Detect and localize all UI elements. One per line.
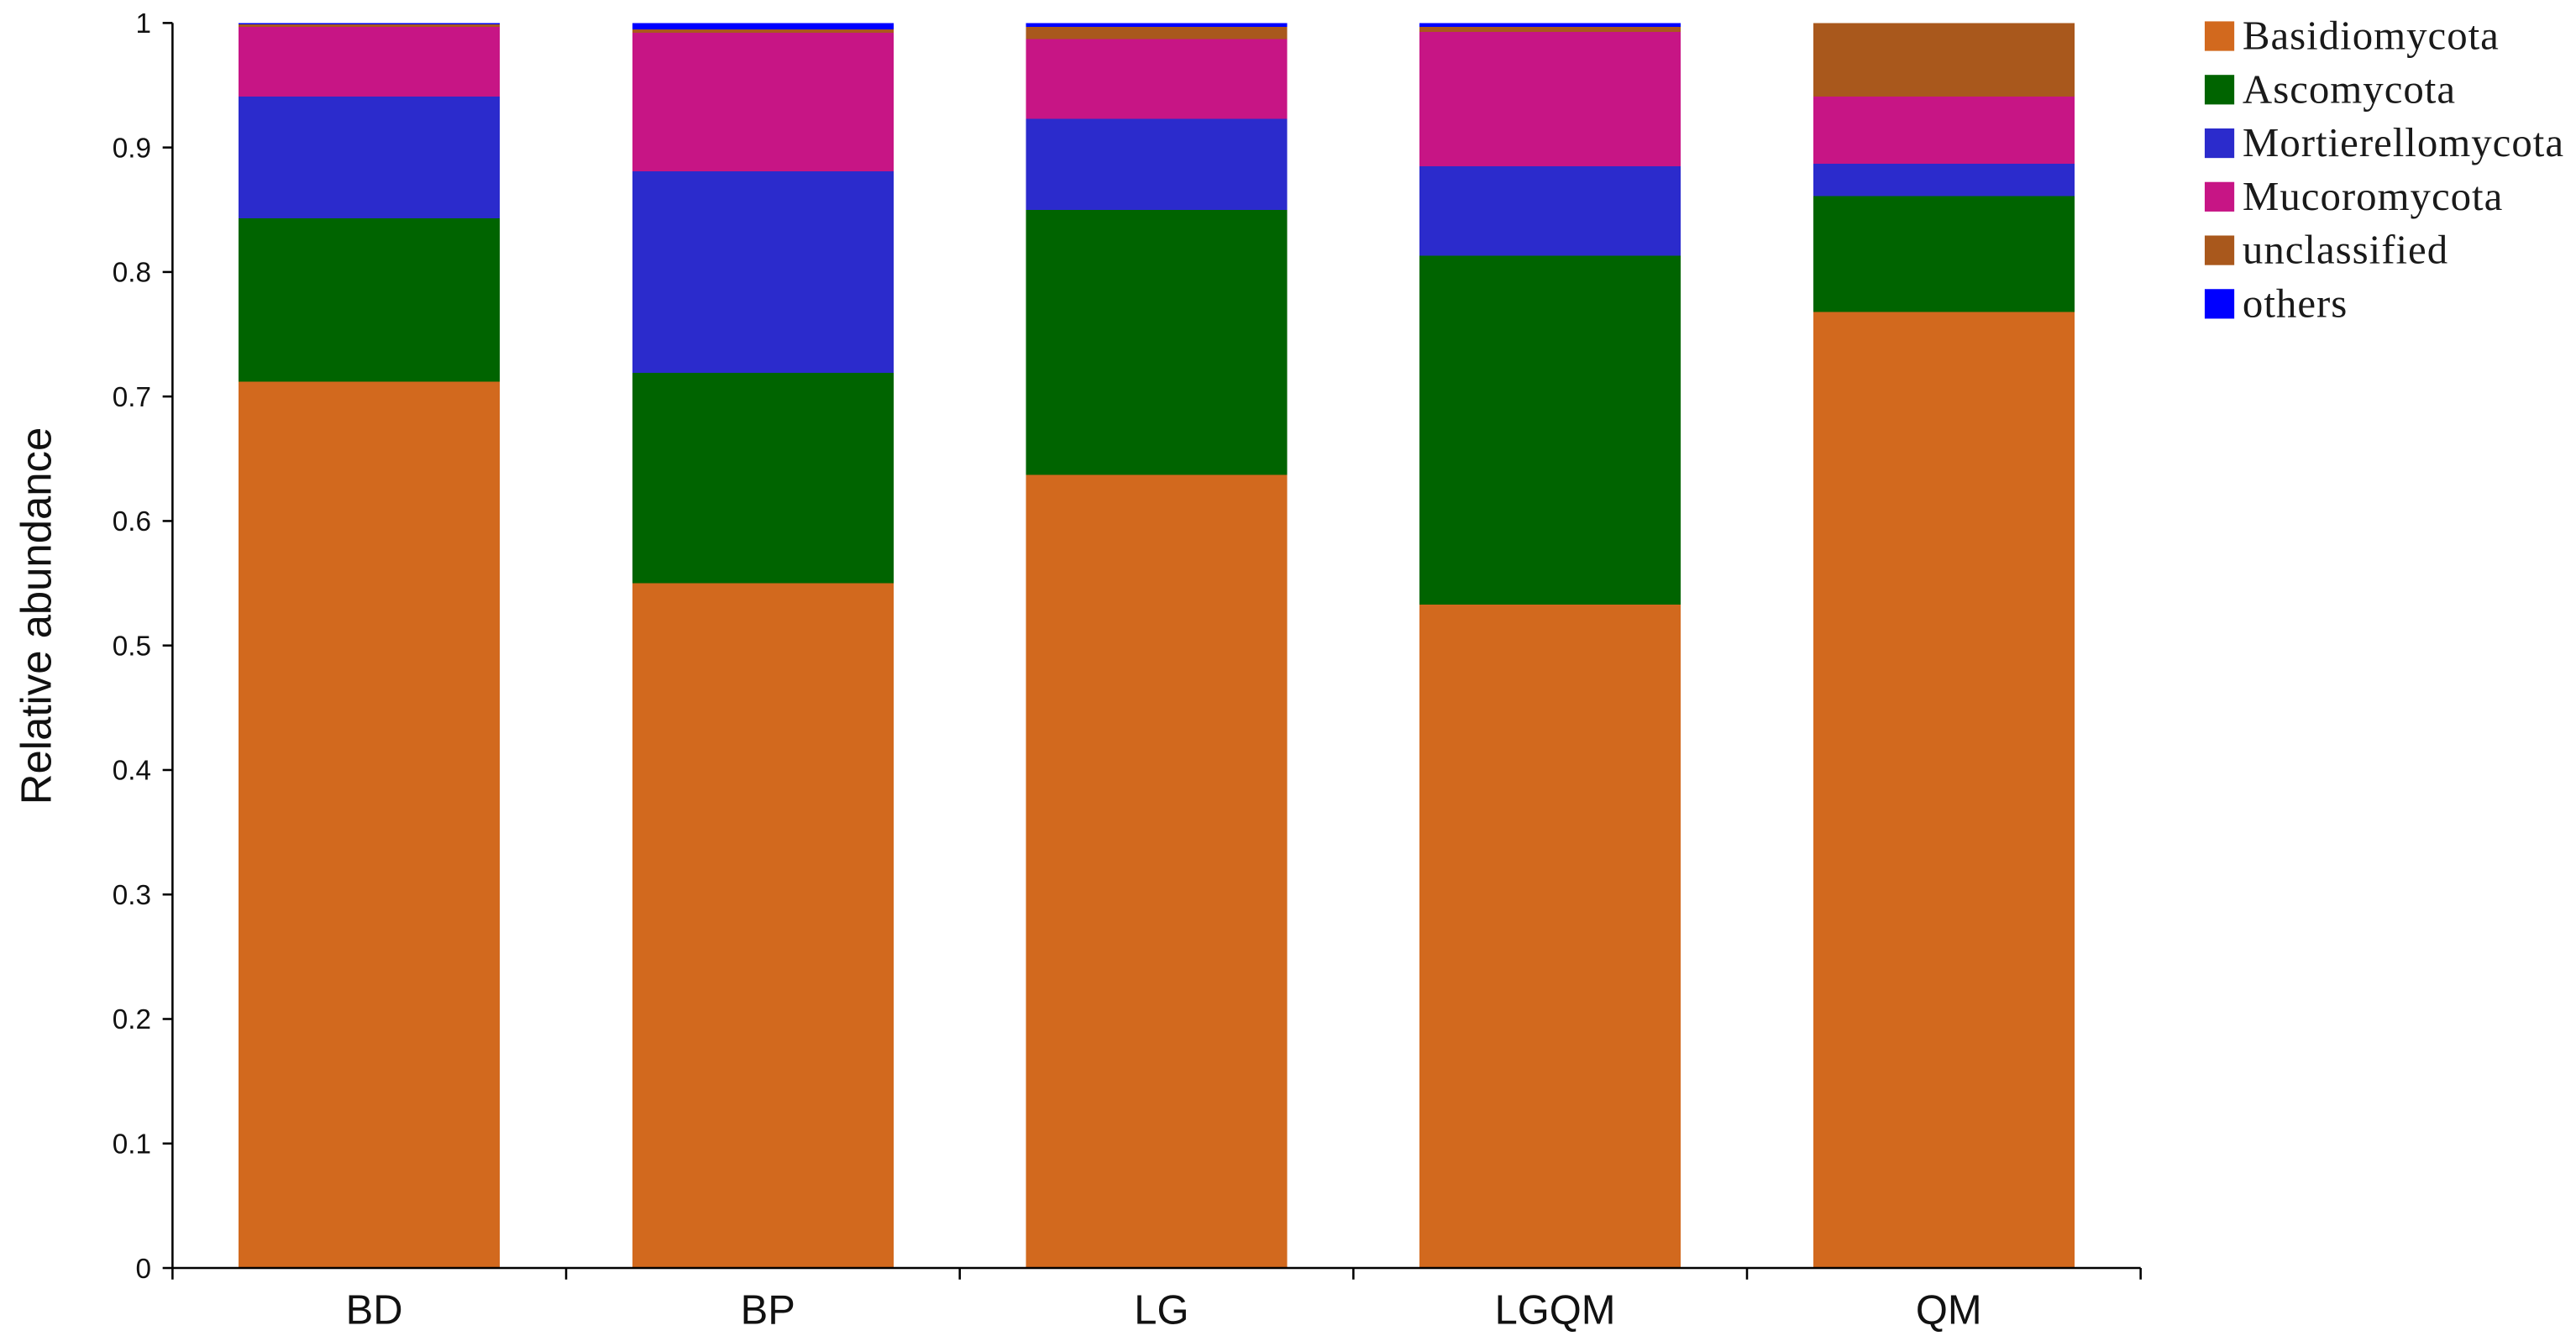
bar-stack-lg — [1026, 23, 1288, 1269]
bar-segment-qm-unclassified — [1813, 23, 2075, 97]
y-tick-label: 0.6 — [113, 506, 151, 537]
bar-segment-qm-basidiomycota — [1813, 312, 2075, 1269]
legend-item-others: others — [2204, 280, 2348, 327]
bar-segment-lg-mucoromycota — [1026, 39, 1288, 119]
bar-segment-lgqm-unclassified — [1419, 26, 1681, 32]
y-tick-label: 0.2 — [113, 1004, 151, 1035]
bar-segment-bp-mortierellomycota — [632, 170, 894, 374]
bar-segment-qm-ascomycota — [1813, 196, 2075, 312]
legend-swatch-mucoromycota — [2204, 181, 2235, 212]
y-tick-label: 0.7 — [113, 382, 151, 413]
y-tick-label: 0.3 — [113, 880, 151, 911]
bar-stack-lgqm — [1419, 23, 1681, 1269]
y-tick-label: 1 — [135, 8, 151, 39]
y-tick-label: 0 — [135, 1254, 151, 1285]
legend-label: unclassified — [2243, 227, 2448, 273]
bar-segment-bp-mucoromycota — [632, 33, 894, 171]
bar-segment-bd-basidiomycota — [239, 381, 501, 1269]
bar-segment-bd-mucoromycota — [239, 26, 501, 97]
legend-item-mucoromycota: Mucoromycota — [2204, 173, 2503, 219]
bar-segment-bp-unclassified — [632, 29, 894, 34]
bar-segment-lgqm-others — [1419, 23, 1681, 27]
bar-segment-bd-mortierellomycota — [239, 96, 501, 219]
bar-segment-lg-mortierellomycota — [1026, 118, 1288, 210]
legend: Basidiomycota Ascomycota Mortierellomycota… — [2204, 13, 2564, 327]
legend-item-mortierellomycota: Mortierellomycota — [2204, 119, 2564, 165]
bar-segment-bp-basidiomycota — [632, 583, 894, 1269]
bar-stack-qm — [1813, 23, 2075, 1269]
legend-swatch-mortierellomycota — [2204, 128, 2235, 159]
bar-segment-bd-others — [239, 23, 501, 24]
legend-swatch-unclassified — [2204, 235, 2235, 265]
legend-item-ascomycota: Ascomycota — [2204, 65, 2456, 112]
bar-segment-bp-others — [632, 23, 894, 29]
bar-segment-qm-mucoromycota — [1813, 96, 2075, 164]
bar-segment-lg-others — [1026, 23, 1288, 27]
bar-segment-lg-ascomycota — [1026, 209, 1288, 475]
x-tick-label-qm: QM — [1916, 1288, 1982, 1333]
bar-segment-lg-basidiomycota — [1026, 474, 1288, 1269]
legend-item-unclassified: unclassified — [2204, 227, 2448, 273]
x-tick-label-lgqm: LGQM — [1495, 1288, 1616, 1333]
bar-segment-lgqm-ascomycota — [1419, 255, 1681, 605]
bar-segment-bd-unclassified — [239, 24, 501, 27]
bar-segment-lgqm-mucoromycota — [1419, 31, 1681, 166]
axes: Relative abundance 0 0.1 0.2 0.3 0.4 0.5 0.6 0.… — [13, 8, 2142, 1333]
plot-area — [239, 23, 2075, 1269]
bar-segment-bd-ascomycota — [239, 218, 501, 382]
bar-stack-bd — [239, 23, 501, 1269]
x-tick-label-bp: BP — [741, 1288, 795, 1333]
x-tick-label-bd: BD — [346, 1288, 403, 1333]
bar-segment-qm-mortierellomycota — [1813, 163, 2075, 196]
legend-label: Mucoromycota — [2243, 173, 2503, 219]
bar-segment-lg-unclassified — [1026, 26, 1288, 39]
bar-segment-lgqm-mortierellomycota — [1419, 165, 1681, 256]
y-tick-label: 0.4 — [113, 756, 151, 787]
x-tick-label-lg: LG — [1134, 1288, 1188, 1333]
legend-swatch-basidiomycota — [2204, 21, 2235, 51]
legend-label: Basidiomycota — [2243, 13, 2500, 59]
bar-segment-bp-ascomycota — [632, 373, 894, 584]
y-tick-label: 0.9 — [113, 133, 151, 164]
legend-label: Ascomycota — [2243, 65, 2456, 112]
legend-item-basidiomycota: Basidiomycota — [2204, 13, 2500, 59]
bar-segment-lgqm-basidiomycota — [1419, 604, 1681, 1269]
legend-label: others — [2243, 280, 2348, 327]
legend-swatch-ascomycota — [2204, 75, 2235, 105]
y-axis-label: Relative abundance — [13, 427, 60, 804]
legend-swatch-others — [2204, 289, 2235, 319]
y-tick-label: 0.8 — [113, 258, 151, 289]
bar-stack-bp — [632, 23, 894, 1269]
legend-label: Mortierellomycota — [2243, 119, 2564, 165]
y-tick-label: 0.5 — [113, 631, 151, 662]
y-tick-label: 0.1 — [113, 1129, 151, 1160]
